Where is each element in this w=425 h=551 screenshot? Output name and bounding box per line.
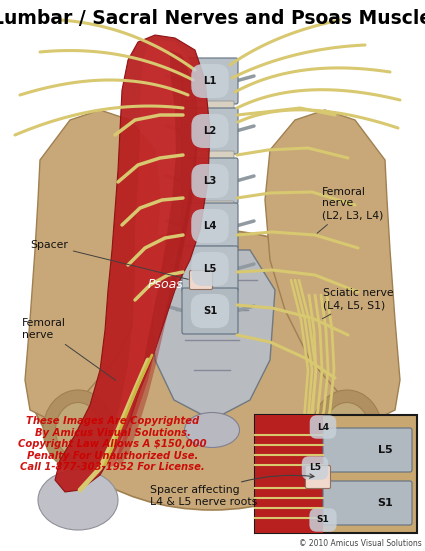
FancyBboxPatch shape	[186, 201, 234, 206]
Ellipse shape	[56, 402, 100, 457]
Text: Femoral
nerve: Femoral nerve	[22, 318, 116, 380]
Ellipse shape	[184, 413, 240, 447]
Ellipse shape	[38, 470, 118, 530]
FancyBboxPatch shape	[182, 288, 238, 334]
Text: S1: S1	[317, 516, 329, 525]
FancyBboxPatch shape	[182, 108, 238, 154]
Text: Sciatic nerve
(L4, L5, S1): Sciatic nerve (L4, L5, S1)	[323, 288, 394, 318]
Ellipse shape	[312, 390, 382, 470]
Polygon shape	[55, 35, 210, 492]
Text: Femoral
nerve
(L2, L3, L4): Femoral nerve (L2, L3, L4)	[317, 187, 383, 233]
Ellipse shape	[27, 230, 397, 510]
Polygon shape	[255, 415, 323, 533]
Text: L3: L3	[204, 176, 217, 186]
FancyBboxPatch shape	[186, 151, 234, 161]
FancyBboxPatch shape	[323, 481, 412, 525]
FancyBboxPatch shape	[186, 246, 234, 249]
FancyBboxPatch shape	[190, 271, 212, 289]
Polygon shape	[265, 110, 400, 420]
Polygon shape	[105, 40, 196, 468]
Text: © 2010 Amicus Visual Solutions: © 2010 Amicus Visual Solutions	[299, 539, 422, 548]
Text: Spacer affecting
L4 & L5 nerve roots: Spacer affecting L4 & L5 nerve roots	[150, 474, 314, 507]
Text: S1: S1	[377, 498, 393, 508]
Polygon shape	[25, 110, 160, 420]
FancyBboxPatch shape	[182, 203, 238, 249]
Text: L2: L2	[204, 126, 217, 136]
FancyBboxPatch shape	[186, 101, 234, 111]
Text: Lumbar / Sacral Nerves and Psoas Muscle: Lumbar / Sacral Nerves and Psoas Muscle	[0, 8, 425, 28]
FancyBboxPatch shape	[182, 246, 238, 292]
Polygon shape	[116, 50, 198, 465]
FancyBboxPatch shape	[323, 428, 412, 472]
Text: These Images Are Copyrighted
By Amicus Visual Solutions.
Copyright Law Allows A : These Images Are Copyrighted By Amicus V…	[18, 416, 207, 472]
Text: L5: L5	[309, 463, 321, 473]
Text: L4: L4	[317, 423, 329, 431]
FancyBboxPatch shape	[182, 58, 238, 104]
Text: Spacer: Spacer	[30, 240, 188, 279]
Ellipse shape	[43, 390, 113, 470]
Text: L5: L5	[378, 445, 392, 455]
Text: L5: L5	[203, 264, 217, 274]
Text: L4: L4	[203, 221, 217, 231]
Text: L1: L1	[203, 76, 217, 86]
FancyBboxPatch shape	[182, 158, 238, 204]
Text: Psoas: Psoas	[148, 278, 184, 291]
Text: S1: S1	[203, 306, 217, 316]
Polygon shape	[150, 250, 275, 420]
Bar	[255, 415, 323, 533]
Ellipse shape	[325, 402, 369, 457]
Bar	[255, 415, 417, 533]
FancyBboxPatch shape	[306, 466, 331, 489]
